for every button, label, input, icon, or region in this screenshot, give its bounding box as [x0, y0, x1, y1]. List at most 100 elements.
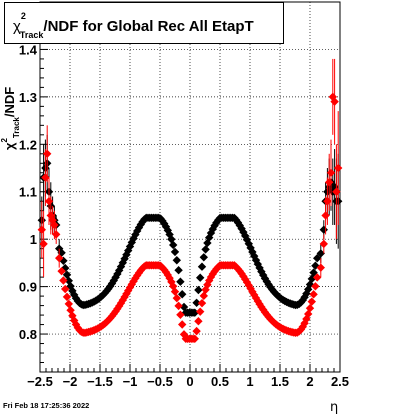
data-point-black — [176, 277, 185, 286]
data-point-black — [190, 308, 199, 317]
x-tick-label: 0.5 — [211, 374, 229, 389]
x-tick-label: −1 — [123, 374, 138, 389]
data-point-red — [174, 301, 183, 311]
data-point-black — [194, 285, 203, 295]
edge-point-red — [41, 173, 50, 182]
data-point-black — [233, 218, 243, 227]
data-point-red — [196, 307, 205, 316]
y-axis-label-rest: /NDF — [2, 87, 17, 117]
edge-point-black — [55, 244, 64, 253]
edge-point-red — [316, 263, 325, 272]
x-tick-label: −2.5 — [27, 374, 53, 389]
data-point-black — [212, 218, 221, 227]
edge-point-red — [330, 97, 339, 106]
x-tick-label: −2 — [63, 374, 78, 389]
edge-point-red — [43, 149, 52, 158]
y-axis-label-sub: Track — [12, 117, 21, 138]
y-tick-label: 1.4 — [19, 42, 38, 57]
title-box: χ2 Track/NDF for Global Rec All EtapT — [4, 2, 284, 44]
data-point-red — [59, 276, 68, 285]
data-point-red — [313, 273, 322, 282]
data-point-black — [170, 247, 180, 257]
edge-point-red — [332, 187, 341, 196]
data-point-red — [70, 316, 79, 325]
data-point-black — [115, 266, 124, 275]
data-point-red — [190, 334, 199, 343]
chart-title: χ2 Track/NDF for Global Rec All EtapT — [13, 11, 254, 40]
y-tick-labels: 0.8 0.9 1 1.1 1.2 1.3 1.4 — [19, 42, 38, 342]
data-point-black — [197, 262, 207, 271]
footer-timestamp: Fri Feb 18 17:25:36 2022 — [3, 401, 90, 410]
grid — [40, 2, 340, 372]
markers — [37, 58, 343, 343]
data-point-black — [134, 223, 144, 232]
data-point-black — [158, 216, 167, 226]
data-point-red — [311, 282, 320, 291]
data-point-black — [203, 238, 212, 248]
x-tick-label: 1 — [246, 374, 253, 389]
data-point-red — [206, 272, 216, 282]
data-point-red — [192, 326, 201, 336]
data-point-red — [309, 290, 318, 299]
x-tick-labels: −2.5 −2 −1.5 −1 −0.5 0 0.5 1 1.5 2 2.5 — [27, 374, 349, 389]
x-tick-label: 1.5 — [271, 374, 289, 389]
x-tick-label: 2 — [306, 374, 313, 389]
title-chi: χ — [13, 18, 21, 35]
edge-point-red — [319, 239, 328, 249]
y-tick-label: 1.1 — [19, 185, 37, 200]
data-point-black — [62, 270, 72, 279]
edge-point-red — [334, 163, 343, 173]
y-tick-label: 1.2 — [19, 137, 37, 152]
data-point-red — [199, 291, 208, 301]
data-point-black — [196, 273, 205, 282]
data-point-black — [111, 273, 120, 282]
x-tick-label: 0 — [186, 374, 193, 389]
data-point-red — [62, 292, 72, 302]
data-point-black — [179, 302, 189, 312]
y-tick-label: 0.9 — [19, 280, 37, 295]
y-tick-label: 0.8 — [19, 327, 37, 342]
data-point-black — [59, 256, 68, 265]
edge-point-red — [39, 239, 48, 249]
y-tick-label: 1.3 — [19, 90, 37, 105]
data-point-red — [170, 287, 180, 296]
data-point-red — [161, 267, 171, 277]
plot-frame — [39, 1, 341, 373]
data-point-black — [169, 240, 178, 250]
data-point-black — [174, 266, 183, 275]
data-point-black — [201, 245, 210, 254]
data-point-black — [178, 290, 187, 299]
y-axis-label-sup: 2 — [0, 138, 9, 143]
data-point-black — [172, 256, 181, 265]
data-point-red — [242, 278, 252, 287]
data-point-red — [57, 266, 66, 276]
x-tick-label: −1.5 — [87, 374, 113, 389]
y-axis-label: χ2Track/NDF — [0, 87, 21, 150]
title-rest: /NDF for Global Rec All EtapT — [43, 18, 253, 35]
edge-point-red — [326, 168, 336, 177]
data-point-red — [176, 310, 185, 319]
title-sup: 2 — [21, 11, 26, 21]
x-axis-label: η — [330, 400, 338, 414]
data-point-red — [179, 330, 189, 339]
data-point-red — [197, 298, 207, 308]
data-point-red — [307, 297, 316, 306]
edge-point-black — [316, 249, 325, 258]
data-point-black — [120, 254, 129, 263]
data-point-black — [70, 290, 79, 300]
x-tick-label: 2.5 — [331, 374, 349, 389]
data-point-red — [178, 320, 187, 329]
data-point-black — [199, 253, 208, 262]
data-point-black — [309, 268, 318, 277]
data-point-red — [305, 303, 315, 313]
data-point-red — [120, 292, 129, 302]
data-point-black — [167, 235, 176, 244]
data-point-red — [172, 293, 181, 303]
y-tick-label: 1 — [30, 232, 37, 247]
data-point-red — [64, 299, 73, 309]
data-point-red — [61, 284, 70, 294]
x-tick-label: −0.5 — [147, 374, 173, 389]
edge-point-red — [52, 230, 61, 239]
data-point-black — [192, 298, 201, 308]
